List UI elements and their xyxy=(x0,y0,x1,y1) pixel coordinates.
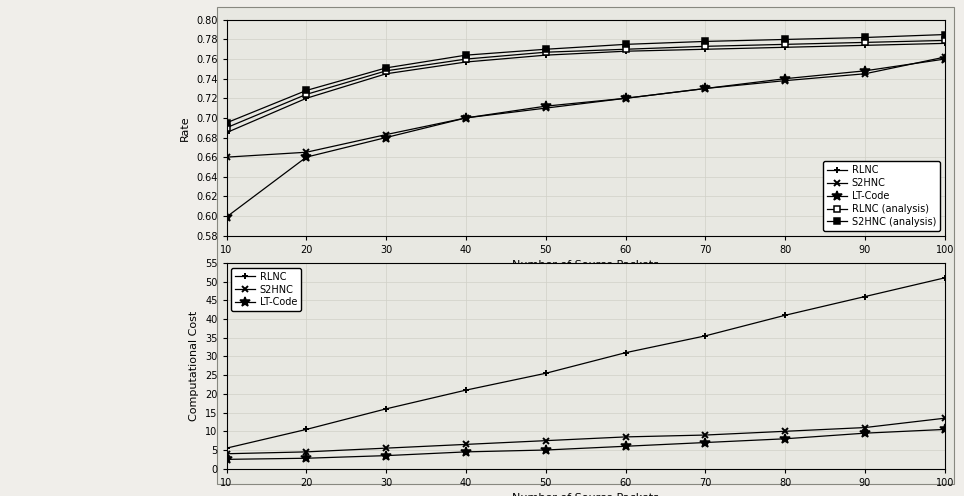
RLNC (analysis) xyxy=(540,49,551,55)
S2HNC (analysis) xyxy=(221,120,232,126)
S2HNC xyxy=(859,71,870,77)
S2HNC (analysis) xyxy=(779,37,790,43)
S2HNC xyxy=(221,451,232,457)
RLNC xyxy=(221,129,232,135)
LT-Code xyxy=(939,427,951,433)
Line: S2HNC: S2HNC xyxy=(223,415,949,457)
LT-Code xyxy=(620,443,631,449)
RLNC xyxy=(779,312,790,318)
RLNC xyxy=(540,371,551,376)
S2HNC (analysis) xyxy=(939,32,951,38)
S2HNC xyxy=(381,445,392,451)
S2HNC (analysis) xyxy=(700,39,711,45)
Line: LT-Code: LT-Code xyxy=(222,54,950,222)
RLNC xyxy=(939,40,951,46)
S2HNC xyxy=(221,154,232,160)
S2HNC xyxy=(939,415,951,421)
S2HNC xyxy=(460,115,471,121)
S2HNC (analysis) xyxy=(859,35,870,41)
RLNC xyxy=(700,333,711,339)
RLNC (analysis) xyxy=(620,46,631,52)
Line: RLNC: RLNC xyxy=(223,274,949,452)
LT-Code xyxy=(460,115,471,121)
S2HNC (analysis) xyxy=(620,41,631,47)
RLNC xyxy=(381,406,392,412)
LT-Code xyxy=(381,134,392,140)
RLNC (analysis) xyxy=(939,38,951,44)
S2HNC xyxy=(620,434,631,440)
S2HNC (analysis) xyxy=(540,46,551,52)
LT-Code xyxy=(540,103,551,109)
RLNC xyxy=(859,294,870,300)
Line: RLNC (analysis): RLNC (analysis) xyxy=(224,37,948,131)
RLNC xyxy=(381,71,392,77)
X-axis label: Number of Source Packets: Number of Source Packets xyxy=(512,260,659,270)
RLNC (analysis) xyxy=(301,91,312,97)
S2HNC (analysis) xyxy=(301,87,312,93)
S2HNC xyxy=(381,131,392,137)
S2HNC xyxy=(779,78,790,84)
S2HNC (analysis) xyxy=(381,65,392,71)
RLNC (analysis) xyxy=(779,41,790,47)
RLNC xyxy=(301,95,312,101)
RLNC xyxy=(540,52,551,58)
RLNC xyxy=(859,42,870,48)
LT-Code xyxy=(221,456,232,462)
RLNC xyxy=(221,445,232,451)
LT-Code xyxy=(700,85,711,91)
LT-Code xyxy=(620,95,631,101)
S2HNC xyxy=(540,437,551,443)
X-axis label: Number of Source Packets: Number of Source Packets xyxy=(512,494,659,496)
S2HNC xyxy=(620,95,631,101)
S2HNC xyxy=(700,432,711,438)
S2HNC xyxy=(939,54,951,60)
Legend: RLNC, S2HNC, LT-Code: RLNC, S2HNC, LT-Code xyxy=(231,268,301,311)
RLNC (analysis) xyxy=(700,43,711,49)
Line: LT-Code: LT-Code xyxy=(222,425,950,464)
RLNC xyxy=(620,48,631,54)
RLNC (analysis) xyxy=(381,68,392,74)
Line: S2HNC: S2HNC xyxy=(223,54,949,161)
LT-Code xyxy=(859,68,870,74)
RLNC xyxy=(460,59,471,65)
Y-axis label: Computational Cost: Computational Cost xyxy=(190,310,200,421)
LT-Code xyxy=(221,214,232,220)
LT-Code xyxy=(700,439,711,445)
LT-Code xyxy=(779,76,790,82)
LT-Code xyxy=(381,453,392,459)
S2HNC xyxy=(301,449,312,455)
RLNC xyxy=(779,44,790,50)
RLNC xyxy=(700,46,711,52)
RLNC (analysis) xyxy=(859,39,870,45)
S2HNC xyxy=(700,85,711,91)
RLNC xyxy=(460,387,471,393)
Legend: RLNC, S2HNC, LT-Code, RLNC (analysis), S2HNC (analysis): RLNC, S2HNC, LT-Code, RLNC (analysis), S… xyxy=(823,161,940,231)
S2HNC xyxy=(540,105,551,111)
LT-Code xyxy=(460,449,471,455)
RLNC xyxy=(620,350,631,356)
Line: S2HNC (analysis): S2HNC (analysis) xyxy=(224,31,948,126)
RLNC xyxy=(301,427,312,433)
LT-Code xyxy=(779,436,790,442)
RLNC (analysis) xyxy=(460,56,471,62)
S2HNC xyxy=(859,425,870,431)
S2HNC xyxy=(301,149,312,155)
S2HNC xyxy=(460,441,471,447)
S2HNC xyxy=(779,429,790,434)
Y-axis label: Rate: Rate xyxy=(180,115,190,140)
LT-Code xyxy=(301,455,312,461)
LT-Code xyxy=(540,447,551,453)
Line: RLNC: RLNC xyxy=(223,40,949,136)
RLNC (analysis) xyxy=(221,124,232,130)
RLNC xyxy=(939,275,951,281)
LT-Code xyxy=(939,56,951,62)
S2HNC (analysis) xyxy=(460,52,471,58)
LT-Code xyxy=(301,154,312,160)
LT-Code xyxy=(859,430,870,436)
